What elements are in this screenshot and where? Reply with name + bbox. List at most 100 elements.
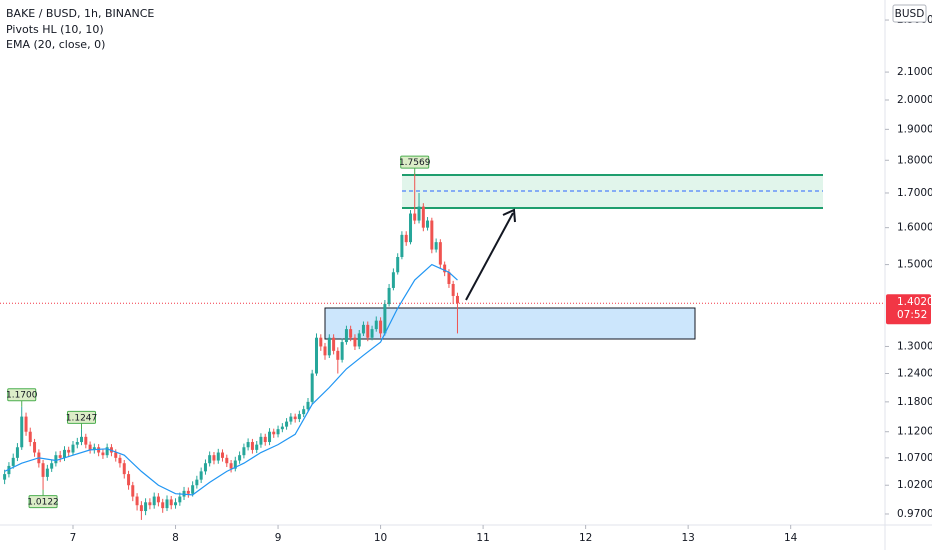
candle-body <box>344 329 348 343</box>
candle-body <box>332 337 336 351</box>
candle-body <box>379 320 383 334</box>
candle-body <box>156 496 160 503</box>
candle-body <box>62 449 66 458</box>
x-tick-label: 12 <box>579 532 592 544</box>
indicator-label: Pivots HL (10, 10) <box>6 23 104 36</box>
candle-body <box>366 324 370 338</box>
y-tick-label: 1.0700 <box>897 452 932 464</box>
candle-body <box>11 457 15 466</box>
candle-body <box>80 436 84 443</box>
candle-body <box>438 242 442 265</box>
last-price-label: 1.4020 <box>897 296 932 308</box>
candle-body <box>400 234 404 258</box>
y-tick-label: 1.0200 <box>897 479 932 491</box>
support-box <box>324 307 696 340</box>
candle-body <box>391 272 395 288</box>
candle-body <box>268 431 272 443</box>
candle-body <box>259 436 263 445</box>
candle-body <box>41 463 45 477</box>
candle-body <box>45 468 49 477</box>
pivot-label: 1.1700 <box>6 391 38 401</box>
candle-body <box>396 257 400 273</box>
candle-body <box>250 442 254 450</box>
candle-body <box>285 421 289 427</box>
candle-body <box>7 465 11 475</box>
candle-body <box>165 499 169 509</box>
candle-body <box>370 329 374 338</box>
candle-body <box>387 287 391 305</box>
candle-body <box>319 337 323 347</box>
candle-body <box>50 463 54 469</box>
candle-body <box>88 444 92 450</box>
x-tick-label: 10 <box>374 532 387 544</box>
candle-body <box>212 455 216 461</box>
ema-line <box>4 263 458 496</box>
candle-body <box>229 463 233 469</box>
pivot-label: 1.1247 <box>66 413 98 423</box>
candle-body <box>225 457 229 464</box>
pivot-box <box>28 495 58 509</box>
currency-label: BUSD <box>895 8 925 20</box>
candle-body <box>417 206 421 221</box>
candle-body <box>33 442 37 453</box>
candle-body <box>54 455 58 464</box>
axes: 2.30002.10002.00001.90001.80001.70001.60… <box>70 4 932 544</box>
candle-body <box>306 401 310 410</box>
x-tick-label: 11 <box>476 532 489 544</box>
arrow-head <box>502 208 516 223</box>
candle-body <box>195 479 199 486</box>
x-tick-label: 9 <box>275 532 282 544</box>
candle-body <box>161 502 165 509</box>
candle-body <box>409 213 413 243</box>
candle-body <box>361 324 365 334</box>
candle-body <box>92 447 96 450</box>
candle-body <box>447 272 451 284</box>
candle-body <box>24 416 28 432</box>
candle-body <box>199 471 203 480</box>
candle-body <box>216 452 220 461</box>
candle-body <box>255 444 259 450</box>
candle-body <box>186 490 190 494</box>
candle-body <box>233 460 237 469</box>
candle-body <box>314 337 318 374</box>
x-tick-label: 8 <box>172 532 179 544</box>
candle-body <box>323 346 327 356</box>
candle-body <box>174 502 178 506</box>
pivot-label: 1.0122 <box>27 498 59 508</box>
y-tick-label: 1.8000 <box>897 154 932 166</box>
y-tick-label: 1.1800 <box>897 396 932 408</box>
y-tick-label: 1.6000 <box>897 222 932 234</box>
candle-body <box>246 442 250 448</box>
candle-body <box>238 455 242 461</box>
plot: 1.1700 1.0122 1.1247 1.7569 <box>0 155 885 520</box>
candle-body <box>383 304 387 334</box>
candle-body <box>455 295 459 304</box>
candle-body <box>349 329 353 338</box>
candle-body <box>122 463 126 475</box>
x-tick-label: 7 <box>70 532 77 544</box>
candle-body <box>139 505 143 512</box>
pivot-box <box>7 388 37 402</box>
y-tick-label: 2.1000 <box>897 66 932 78</box>
candle-body <box>144 502 148 512</box>
y-tick-label: 1.3000 <box>897 340 932 352</box>
candle-body <box>75 442 79 445</box>
candle-body <box>169 499 173 506</box>
candle-body <box>28 431 32 443</box>
countdown-label: 07:52 <box>897 309 927 321</box>
candle-body <box>105 447 109 456</box>
candle-body <box>434 242 438 250</box>
candle-body <box>451 283 455 296</box>
candle-body <box>152 496 156 506</box>
y-tick-label: 0.9700 <box>897 508 932 520</box>
y-tick-label: 1.5000 <box>897 259 932 271</box>
pivot-box <box>67 410 97 424</box>
candle-body <box>20 416 24 448</box>
x-tick-label: 14 <box>784 532 798 544</box>
candle-body <box>297 414 301 420</box>
candle-body <box>421 206 425 228</box>
candle-body <box>272 431 276 435</box>
candle-body <box>263 436 267 443</box>
currency-badge <box>892 4 927 23</box>
